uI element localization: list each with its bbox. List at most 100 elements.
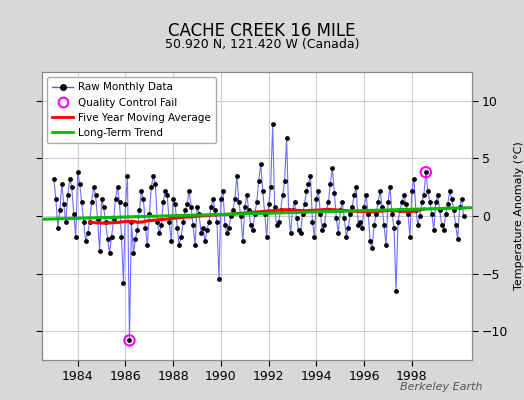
Point (135, 207, 144, 214)
Point (388, 210, 396, 217)
Point (287, 230, 295, 236)
Point (356, 218, 364, 225)
Point (53, 224, 62, 231)
Point (260, 210, 269, 217)
Point (413, 222, 422, 228)
Point (83, 230, 92, 236)
Point (195, 210, 203, 217)
Point (183, 201, 191, 208)
Point (255, 178, 263, 185)
Point (416, 213, 424, 219)
Point (50, 176, 58, 182)
Point (173, 224, 181, 231)
Point (78, 199, 86, 205)
Point (420, 192, 428, 198)
Point (330, 190, 339, 196)
Point (213, 218, 221, 225)
Point (91, 192, 100, 198)
Point (307, 172, 315, 179)
Point (280, 178, 289, 185)
Point (390, 224, 398, 231)
Point (275, 218, 283, 225)
Point (457, 196, 466, 202)
Point (332, 215, 341, 222)
Point (410, 176, 418, 182)
Point (376, 188, 384, 194)
Point (117, 234, 126, 240)
Text: 50.920 N, 121.420 W (Canada): 50.920 N, 121.420 W (Canada) (165, 38, 359, 51)
Point (442, 210, 450, 217)
Point (68, 184, 76, 190)
Point (101, 218, 110, 225)
Point (110, 216, 118, 223)
Point (171, 201, 179, 208)
Point (340, 215, 348, 222)
Point (217, 196, 225, 202)
Point (432, 199, 440, 205)
Point (394, 218, 402, 225)
Point (155, 230, 163, 236)
Point (297, 230, 305, 236)
Point (418, 199, 426, 205)
Point (241, 204, 249, 210)
Point (272, 222, 281, 228)
Point (292, 215, 301, 222)
Point (310, 234, 319, 240)
Point (334, 230, 343, 236)
Point (400, 192, 408, 198)
Point (430, 227, 438, 233)
Point (97, 196, 106, 202)
Point (137, 188, 146, 194)
Point (56, 207, 64, 214)
Point (406, 234, 414, 240)
Point (201, 238, 209, 244)
Point (219, 188, 227, 194)
Point (350, 192, 358, 198)
Point (105, 250, 114, 256)
Point (268, 121, 277, 127)
Point (438, 222, 446, 228)
Point (151, 180, 159, 187)
Point (312, 196, 321, 202)
Point (447, 196, 456, 202)
Point (428, 210, 436, 217)
Point (336, 207, 344, 214)
Point (66, 176, 74, 182)
Point (304, 180, 313, 187)
Point (228, 207, 237, 214)
Point (298, 210, 307, 217)
Point (368, 245, 376, 252)
Point (141, 224, 149, 231)
Point (157, 222, 166, 228)
Point (133, 227, 141, 233)
Point (70, 210, 78, 217)
Point (93, 216, 102, 223)
Point (324, 199, 333, 205)
Point (342, 234, 351, 240)
Point (177, 234, 185, 240)
Point (258, 188, 267, 194)
Point (121, 201, 129, 208)
Point (453, 236, 462, 242)
Point (370, 222, 378, 228)
Point (125, 337, 134, 344)
Point (316, 210, 324, 217)
Legend: Raw Monthly Data, Quality Control Fail, Five Year Moving Average, Long-Term Tren: Raw Monthly Data, Quality Control Fail, … (47, 77, 216, 143)
Point (187, 204, 195, 210)
Point (63, 192, 72, 198)
Point (277, 207, 285, 214)
Point (270, 204, 279, 210)
Point (366, 238, 374, 244)
Point (354, 222, 363, 228)
Point (197, 230, 205, 236)
Point (294, 227, 303, 233)
Point (245, 207, 253, 214)
Point (161, 188, 169, 194)
Point (348, 204, 356, 210)
Point (398, 199, 406, 205)
Point (127, 218, 136, 225)
Point (248, 227, 257, 233)
Point (181, 207, 189, 214)
Point (290, 199, 299, 205)
Point (288, 207, 297, 214)
